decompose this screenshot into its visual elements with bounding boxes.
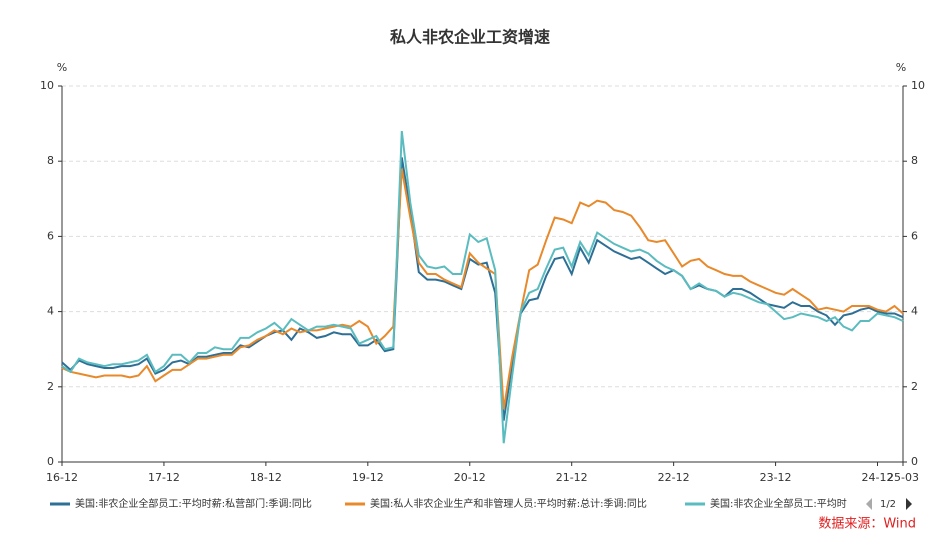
legend-next[interactable]: [906, 498, 912, 510]
y2-tick-label: 4: [911, 305, 918, 318]
legend-label: 美国:非农企业全部员工:平均时薪:私营部门:季调:同比: [75, 497, 312, 510]
source: 数据来源：Wind: [818, 517, 916, 532]
series-line: [61, 130, 904, 444]
x-tick-label: 19-12: [352, 471, 384, 484]
y2-tick-label: 10: [911, 79, 925, 92]
chart-title: 私人非农企业工资增速: [390, 28, 550, 47]
y-tick-label: 8: [47, 154, 54, 167]
legend-label: 美国:非农企业全部员工:平均时: [710, 497, 847, 510]
series-line: [61, 157, 904, 421]
y2-tick-label: 8: [911, 154, 918, 167]
y-axis-label: %: [57, 61, 67, 74]
series-line: [61, 168, 904, 410]
x-tick-label: 25-03: [887, 471, 919, 484]
y2-tick-label: 0: [911, 455, 918, 468]
y2-axis-label: %: [896, 61, 906, 74]
x-tick-label: 21-12: [556, 471, 588, 484]
y-tick-label: 10: [40, 79, 54, 92]
y2-tick-label: 2: [911, 380, 918, 393]
y-tick-label: 4: [47, 305, 54, 318]
x-tick-label: 24-12: [862, 471, 894, 484]
legend-label: 美国:私人非农企业生产和非管理人员:平均时薪:总计:季调:同比: [370, 497, 647, 510]
y2-tick-label: 6: [911, 229, 918, 242]
x-tick-label: 22-12: [658, 471, 690, 484]
x-tick-label: 17-12: [148, 471, 180, 484]
legend-page: 1/2: [880, 499, 896, 510]
x-tick-label: 16-12: [46, 471, 78, 484]
x-tick-label: 20-12: [454, 471, 486, 484]
y-tick-label: 6: [47, 229, 54, 242]
y-tick-label: 2: [47, 380, 54, 393]
y-tick-label: 0: [47, 455, 54, 468]
legend-prev[interactable]: [866, 498, 872, 510]
x-tick-label: 23-12: [760, 471, 792, 484]
x-tick-label: 18-12: [250, 471, 282, 484]
